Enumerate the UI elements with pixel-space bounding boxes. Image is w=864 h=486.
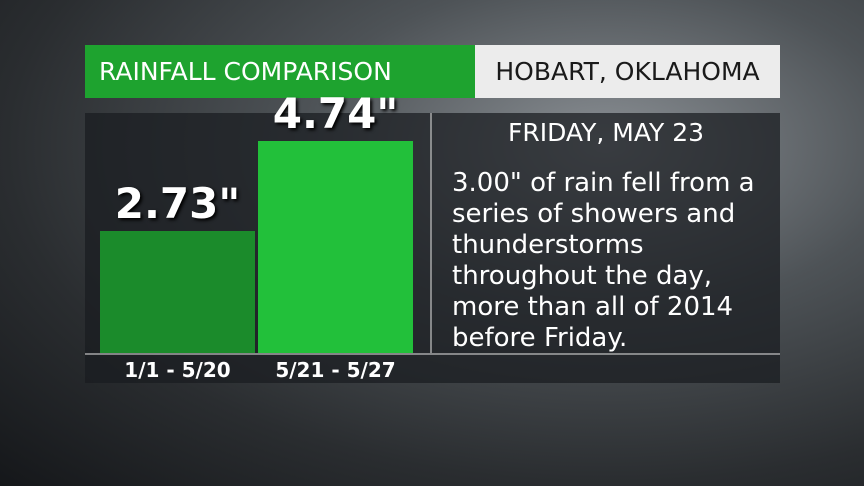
x-tick-label: 5/21 - 5/27	[275, 358, 396, 382]
bar	[100, 230, 255, 353]
chart-title: RAINFALL COMPARISON	[85, 45, 475, 98]
divider	[430, 113, 432, 353]
x-tick-label: 1/1 - 5/20	[124, 358, 231, 382]
annotation-title: FRIDAY, MAY 23	[507, 118, 705, 147]
baseline	[85, 353, 780, 355]
annotation: 3.00" of rain fell from a series of show…	[452, 168, 755, 353]
value-label: 4.74"	[272, 89, 399, 138]
value-label: 2.73"	[114, 178, 241, 228]
bar	[258, 141, 413, 353]
location: HOBART, OKLAHOMA	[475, 45, 780, 98]
